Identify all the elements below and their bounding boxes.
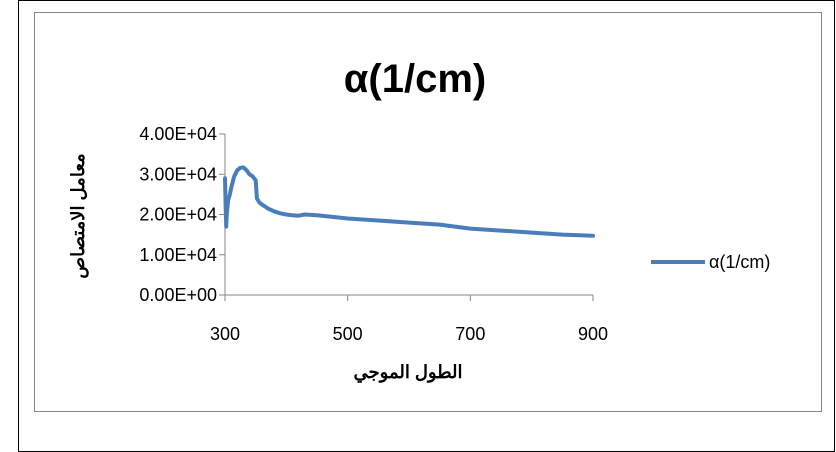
legend-label: α(1/cm): [709, 252, 770, 272]
x-axis-title: الطول الموجي: [354, 362, 463, 383]
series-line-alpha: [223, 165, 595, 238]
y-axis-title: معامل الامتصاص: [68, 153, 89, 278]
chart-frame: [34, 12, 822, 412]
x-axis-ticks: 300 500 700 900: [210, 295, 608, 344]
x-tick-label: 300: [210, 324, 240, 344]
y-axis-ticks: 0.00E+00 1.00E+04 2.00E+04 3.00E+04 4.00E+04: [139, 124, 225, 305]
y-tick-label: 3.00E+04: [139, 164, 217, 184]
y-tick-label: 1.00E+04: [139, 245, 217, 265]
x-tick-label: 900: [578, 324, 608, 344]
y-tick-label: 4.00E+04: [139, 124, 217, 144]
x-tick-label: 700: [455, 324, 485, 344]
x-tick-label: 500: [333, 324, 363, 344]
chart-title: α(1/cm): [344, 57, 486, 101]
y-tick-label: 0.00E+00: [139, 285, 217, 305]
y-tick-label: 2.00E+04: [139, 205, 217, 225]
